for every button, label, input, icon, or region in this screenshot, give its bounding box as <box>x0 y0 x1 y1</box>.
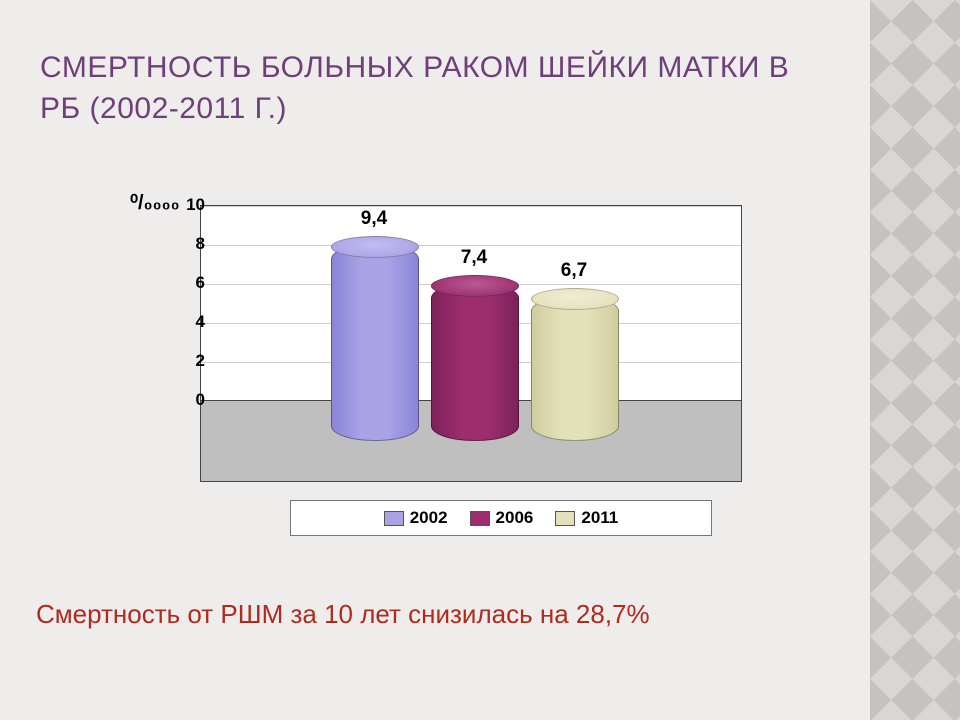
legend-swatch <box>555 511 575 526</box>
legend-item-2006: 2006 <box>470 508 534 528</box>
slide-title: СМЕРТНОСТЬ БОЛЬНЫХ РАКОМ ШЕЙКИ МАТКИ В Р… <box>40 48 800 129</box>
y-tick-label: 4 <box>165 312 205 332</box>
chart: ⁰/₀₀₀₀ 9,47,46,7 0246810 200220062011 <box>110 170 760 550</box>
legend-label: 2011 <box>581 508 618 528</box>
plot-area: 9,47,46,7 <box>200 205 742 482</box>
y-tick-label: 6 <box>165 273 205 293</box>
legend-item-2011: 2011 <box>555 508 618 528</box>
bar-2011: 6,7 <box>531 298 617 441</box>
y-tick-label: 0 <box>165 390 205 410</box>
side-diamond-pattern <box>870 0 960 720</box>
bar-cap <box>431 275 519 297</box>
bar-value-label: 6,7 <box>531 260 617 282</box>
bar-value-label: 7,4 <box>431 247 517 269</box>
legend-item-2002: 2002 <box>384 508 448 528</box>
legend: 2002 2006 2011 <box>290 500 712 536</box>
bar-body <box>431 283 519 441</box>
pattern-svg <box>870 0 960 720</box>
y-tick-label: 8 <box>165 234 205 254</box>
legend-swatch <box>384 511 404 526</box>
bar-body <box>331 244 419 441</box>
bar-cap <box>331 236 419 258</box>
legend-swatch <box>470 511 490 526</box>
bar-2002: 9,4 <box>331 246 417 441</box>
bar-2006: 7,4 <box>431 285 517 441</box>
grid-line <box>201 206 741 207</box>
slide: СМЕРТНОСТЬ БОЛЬНЫХ РАКОМ ШЕЙКИ МАТКИ В Р… <box>0 0 960 720</box>
y-tick-label: 2 <box>165 351 205 371</box>
legend-label: 2006 <box>496 508 534 528</box>
y-tick-label: 10 <box>165 195 205 215</box>
legend-label: 2002 <box>410 508 448 528</box>
caption: Смертность от РШМ за 10 лет снизилась на… <box>36 599 650 630</box>
bar-value-label: 9,4 <box>331 208 417 230</box>
bar-body <box>531 296 619 441</box>
